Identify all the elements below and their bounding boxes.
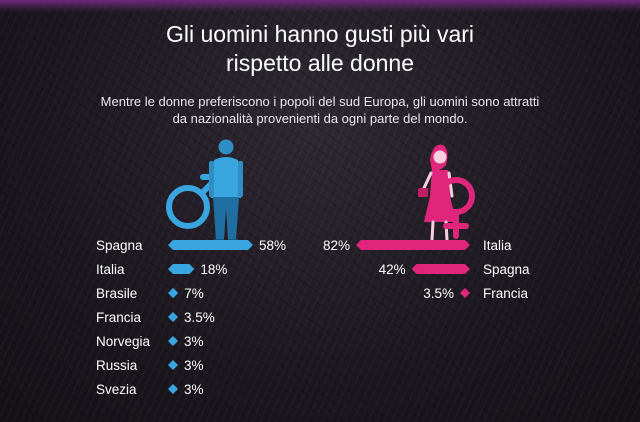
women-value-label: 42%	[379, 262, 406, 277]
female-symbol-icon	[437, 177, 475, 239]
men-category-label: Spagna	[96, 238, 143, 253]
men-bar	[168, 336, 178, 346]
men-bar	[168, 360, 178, 370]
men-category-label: Norvegia	[96, 334, 151, 349]
women-bar	[356, 240, 470, 250]
men-value-label: 18%	[200, 262, 227, 277]
men-value-label: 3%	[184, 382, 204, 397]
men-category-label: Italia	[96, 262, 125, 277]
women-category-label: Francia	[483, 286, 529, 301]
women-value-label: 82%	[323, 238, 350, 253]
title-line-2: rispetto alle donne	[226, 50, 414, 76]
subtitle-line-1: Mentre le donne preferiscono i popoli de…	[100, 94, 540, 109]
title-line-1: Gli uomini hanno gusti più vari	[165, 21, 475, 47]
subtitle-line-2: da nazionalità provenienti da ogni parte…	[172, 111, 468, 126]
men-category-label: Brasile	[96, 286, 137, 301]
men-bar	[168, 312, 178, 322]
women-category-label: Spagna	[483, 262, 530, 277]
men-category-label: Russia	[96, 358, 138, 373]
women-bar	[411, 264, 470, 274]
men-value-label: 3%	[184, 358, 204, 373]
men-bar-chart: Spagna 58% Italia 18% Brasile 7% Francia 3.5% No…	[96, 238, 286, 397]
men-value-label: 7%	[184, 286, 204, 301]
men-bar	[168, 264, 195, 274]
men-value-label: 3%	[184, 334, 204, 349]
men-bar	[168, 288, 179, 298]
men-value-label: 58%	[259, 238, 286, 253]
men-category-label: Francia	[96, 310, 142, 325]
top-glow	[0, 0, 640, 12]
men-category-label: Svezia	[96, 382, 137, 397]
women-bar-chart: 82% Italia 42% Spagna 3.5% Francia	[323, 238, 530, 301]
women-category-label: Italia	[483, 238, 512, 253]
page-subtitle: Mentre le donne preferiscono i popoli de…	[0, 93, 640, 127]
women-value-label: 3.5%	[423, 286, 454, 301]
page-title: Gli uomini hanno gusti più vari rispetto…	[0, 20, 640, 78]
men-value-label: 3.5%	[184, 310, 215, 325]
men-bar	[168, 240, 253, 250]
male-figure-icon	[209, 139, 243, 243]
men-bar	[168, 384, 178, 394]
women-bar	[460, 288, 470, 298]
